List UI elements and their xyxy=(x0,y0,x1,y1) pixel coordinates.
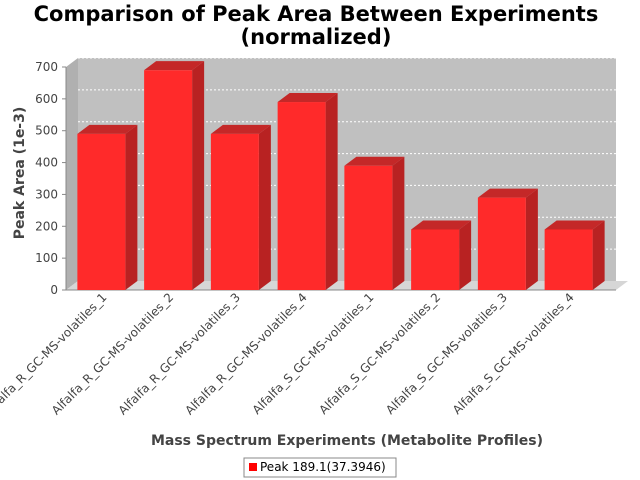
bar-front xyxy=(210,133,259,290)
bar-top xyxy=(477,188,538,198)
bar-side xyxy=(192,61,205,290)
legend-box xyxy=(243,457,397,478)
x-tick-label: Alfalfa_R_GC-MS-volatiles_4 xyxy=(182,290,309,417)
bar-front xyxy=(277,102,326,291)
bar xyxy=(544,220,605,290)
bar-side xyxy=(325,93,338,291)
chart-subtitle: (normalized) xyxy=(241,25,392,49)
legend: Peak 189.1(37.3946) xyxy=(243,457,397,478)
bar-top xyxy=(210,124,271,134)
x-tick-label: Alfalfa_S_GC-MS-volatiles_2 xyxy=(316,290,443,417)
bar-side xyxy=(125,124,138,291)
y-tick-label: 200 xyxy=(35,219,58,233)
chart-title: Comparison of Peak Area Between Experime… xyxy=(34,2,599,26)
bar-front xyxy=(411,229,460,290)
bar-side xyxy=(392,156,405,290)
bar xyxy=(344,156,405,290)
y-tick-label: 700 xyxy=(35,60,58,74)
bar-front xyxy=(544,229,593,290)
y-axis-title: Peak Area (1e-3) xyxy=(12,107,28,240)
bar xyxy=(277,93,338,291)
bar xyxy=(210,124,271,291)
bar xyxy=(77,124,138,291)
bar-side xyxy=(525,188,538,290)
bar xyxy=(144,61,205,290)
bar-top xyxy=(144,61,205,71)
y-tick-label: 500 xyxy=(35,124,58,138)
x-tick-label: Alfalfa_S_GC-MS-volatiles_1 xyxy=(250,290,377,417)
bar-top xyxy=(77,124,138,134)
bar xyxy=(411,220,472,290)
x-tick-label: Alfalfa_R_GC-MS-volatiles_1 xyxy=(0,290,109,417)
bar-top xyxy=(277,93,338,103)
bar-front xyxy=(77,133,126,290)
y-tick-label: 100 xyxy=(35,251,58,265)
bar-front xyxy=(144,70,193,290)
bar-side xyxy=(459,220,472,290)
y-tick-label: 300 xyxy=(35,187,58,201)
bar-top xyxy=(344,156,405,166)
bar-side xyxy=(592,220,605,290)
x-tick-label: Alfalfa_S_GC-MS-volatiles_4 xyxy=(450,290,577,417)
x-axis-title: Mass Spectrum Experiments (Metabolite Pr… xyxy=(151,433,543,449)
bar-front xyxy=(477,197,526,290)
legend-series-name: Peak 189.1(37.3946) xyxy=(260,460,386,474)
y-tick-label: 600 xyxy=(35,92,58,106)
bars xyxy=(77,61,605,291)
x-tick-label: Alfalfa_R_GC-MS-volatiles_3 xyxy=(116,290,243,417)
y-tick-label: 400 xyxy=(35,156,58,170)
y-tick-label: 0 xyxy=(50,283,58,297)
x-tick-label: Alfalfa_R_GC-MS-volatiles_2 xyxy=(49,290,176,417)
bar-side xyxy=(258,124,271,291)
bar-front xyxy=(344,165,393,290)
x-tick-label: Alfalfa_S_GC-MS-volatiles_3 xyxy=(383,290,510,417)
legend-swatch xyxy=(249,463,257,471)
x-axis-tick-labels: Alfalfa_R_GC-MS-volatiles_1Alfalfa_R_GC-… xyxy=(0,290,577,417)
y-axis-ticks: 0 100 200 300 400 500 600 700 xyxy=(35,60,66,297)
bar-top xyxy=(544,220,605,230)
bar-top xyxy=(411,220,472,230)
bar xyxy=(477,188,538,290)
plot-left-wall xyxy=(66,58,78,290)
